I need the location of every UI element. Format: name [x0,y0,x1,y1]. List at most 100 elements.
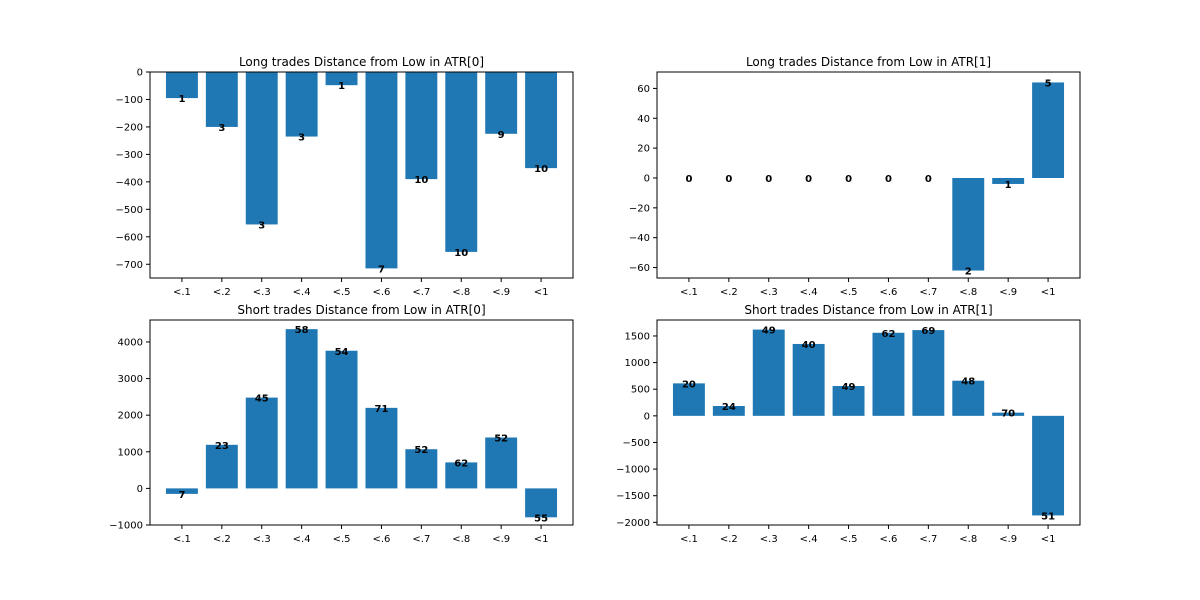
y-tick-label: 1000 [625,358,650,369]
bar [832,386,865,416]
bar [365,407,398,489]
y-tick-label: 3000 [118,374,143,385]
data-label: 0 [765,174,772,185]
x-tick-label: <.5 [333,287,351,298]
data-label: 2 [965,267,972,278]
y-tick-label: 500 [631,385,650,396]
axes-frame [149,71,574,279]
y-tick-label: −20 [629,203,650,214]
x-tick-label: <.4 [800,534,818,545]
x-tick-label: <.8 [452,534,470,545]
data-label: 49 [842,382,856,393]
x-tick-label: <.9 [999,534,1017,545]
y-tick-label: 60 [637,84,650,95]
chart-short-atr0: Short trades Distance from Low in ATR[0]… [109,303,574,545]
x-tick-label: <1 [534,287,549,298]
y-tick-label: −2000 [616,518,650,529]
x-tick-label: <.9 [492,287,510,298]
data-label: 1 [338,81,345,92]
data-label: 54 [335,347,349,358]
bar [405,449,438,489]
data-label: 55 [534,513,548,524]
x-tick-label: <1 [1041,534,1056,545]
data-label: 62 [881,329,895,340]
bar [205,444,238,489]
x-tick-label: <.8 [959,287,977,298]
x-tick-label: <.8 [959,534,977,545]
data-label: 0 [725,174,732,185]
data-label: 0 [925,174,932,185]
bar [205,72,238,127]
data-label: 5 [1045,78,1052,89]
y-tick-label: 0 [644,411,650,422]
bar [1032,82,1065,178]
bar [245,72,278,225]
x-tick-label: <.6 [879,287,897,298]
y-tick-label: −600 [116,232,143,243]
x-tick-label: <.6 [372,287,390,298]
chart-long-atr1: Long trades Distance from Low in ATR[1] … [629,55,1081,298]
y-tick-label: 20 [637,144,650,155]
x-tick-label: <.3 [253,534,271,545]
x-tick-label: <.1 [173,287,191,298]
data-label: 48 [961,377,975,388]
data-label: 52 [494,434,508,445]
x-tick-label: <.4 [800,287,818,298]
data-label: 3 [218,123,225,134]
bar [485,72,518,134]
x-tick-label: <.1 [680,287,698,298]
data-label: 0 [805,174,812,185]
x-tick-label: <.6 [879,534,897,545]
data-label: 20 [682,379,696,390]
y-tick-label: 1500 [625,331,650,342]
x-tick-label: <.5 [840,287,858,298]
x-tick-label: <.7 [919,534,937,545]
bar [952,380,985,416]
bar [912,330,945,416]
data-label: 7 [178,490,185,501]
x-tick-label: <.3 [760,534,778,545]
bar [405,72,438,180]
data-label: 10 [454,248,468,259]
data-label: 1 [178,94,185,105]
x-tick-label: <.3 [253,287,271,298]
x-tick-label: <1 [534,534,549,545]
bar [992,177,1025,184]
chart-short-atr1: Short trades Distance from Low in ATR[1]… [616,303,1081,545]
y-tick-label: 2000 [118,411,143,422]
y-tick-label: 0 [137,484,143,495]
y-tick-label: −40 [629,233,650,244]
x-tick-label: <.1 [173,534,191,545]
data-label: 62 [454,458,468,469]
x-tick-label: <.1 [680,534,698,545]
x-tick-label: <.6 [372,534,390,545]
data-label: 0 [845,174,852,185]
bar [992,412,1025,416]
data-label: 1 [1005,180,1012,191]
data-label: 3 [258,220,265,231]
x-tick-label: <.2 [720,287,738,298]
bar [285,72,318,137]
data-label: 7 [378,264,385,275]
bar [525,72,558,169]
bar [952,177,985,271]
axes-frame [149,319,574,526]
y-tick-label: −1000 [109,521,143,532]
y-tick-label: −400 [116,177,143,188]
y-tick-label: −300 [116,150,143,161]
y-tick-label: −60 [629,263,650,274]
data-label: 10 [414,175,428,186]
chart-title: Long trades Distance from Low in ATR[1] [746,55,991,69]
data-label: 9 [498,130,505,141]
y-tick-label: 40 [637,114,650,125]
x-tick-label: <.9 [492,534,510,545]
bar [672,383,705,416]
data-label: 69 [921,326,935,337]
y-tick-label: 0 [137,68,143,79]
data-label: 3 [298,133,305,144]
bar [365,72,398,269]
bar [285,329,318,489]
data-label: 10 [534,164,548,175]
x-tick-label: <.4 [293,287,311,298]
